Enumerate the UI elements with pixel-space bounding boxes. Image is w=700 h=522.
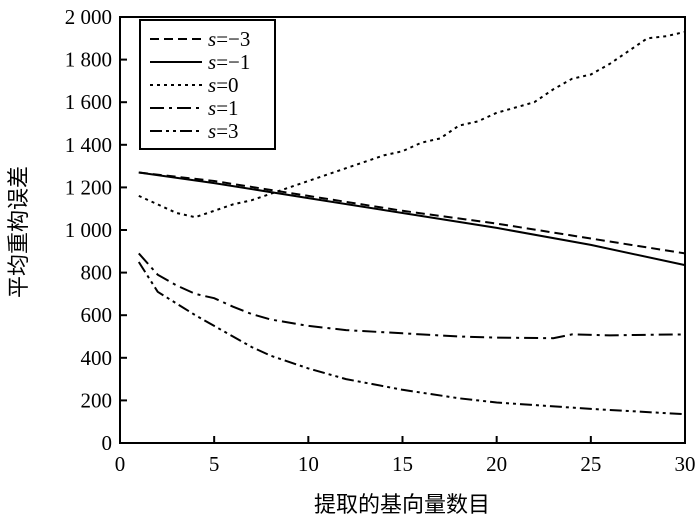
legend-label: s=0 [208, 73, 239, 97]
legend-value: =−1 [216, 50, 250, 74]
y-tick-label: 1 800 [65, 48, 112, 72]
y-tick-label: 0 [102, 431, 113, 455]
x-axis-title: 提取的基向量数目 [314, 493, 490, 518]
x-tick-label: 25 [580, 452, 601, 476]
legend-value: =−3 [216, 27, 250, 51]
series-line-3 [138, 30, 686, 219]
y-tick-label: 400 [81, 346, 113, 370]
series-line-4 [138, 252, 686, 340]
legend-box [139, 19, 276, 150]
y-tick-label: 800 [81, 261, 113, 285]
x-tick-label: 15 [392, 452, 413, 476]
series-line-2 [138, 171, 686, 267]
y-tick-label: 1 400 [65, 133, 112, 157]
legend-label: s=3 [208, 119, 239, 143]
legend-value: =1 [216, 96, 238, 120]
series-line-5 [137, 261, 686, 416]
plot-series [137, 30, 686, 416]
x-tick-label: 0 [115, 452, 126, 476]
legend-variable: s [208, 50, 216, 74]
legend-label: s=−3 [208, 27, 250, 51]
x-tick-label: 20 [486, 452, 507, 476]
legend-value: =3 [216, 119, 238, 143]
x-tick-label: 10 [298, 452, 319, 476]
legend-value: =0 [216, 73, 238, 97]
legend-variable: s [208, 73, 216, 97]
legend-variable: s [208, 27, 216, 51]
series-line-1 [138, 171, 686, 255]
y-axis-ticks: 0 200 400 600 800 1 000 1 200 1 400 1 600 1 800 2 … [65, 5, 127, 455]
x-tick-label: 5 [209, 452, 220, 476]
x-tick-label: 30 [675, 452, 696, 476]
y-tick-label: 600 [81, 303, 113, 327]
y-tick-label: 2 000 [65, 5, 112, 29]
legend-label: s=−1 [208, 50, 250, 74]
legend-label: s=1 [208, 96, 239, 120]
y-tick-label: 1 600 [65, 90, 112, 114]
y-tick-label: 200 [81, 388, 113, 412]
y-tick-label: 1 200 [65, 175, 112, 199]
y-tick-label: 1 000 [65, 218, 112, 242]
x-axis-ticks: 0 5 10 15 20 25 30 [115, 436, 696, 476]
legend-variable: s [208, 96, 216, 120]
legend-variable: s [208, 119, 216, 143]
legend: s=−3s=−1s=0s=1s=3 [139, 19, 276, 150]
y-axis-title: 平均重构误差 [7, 166, 32, 298]
